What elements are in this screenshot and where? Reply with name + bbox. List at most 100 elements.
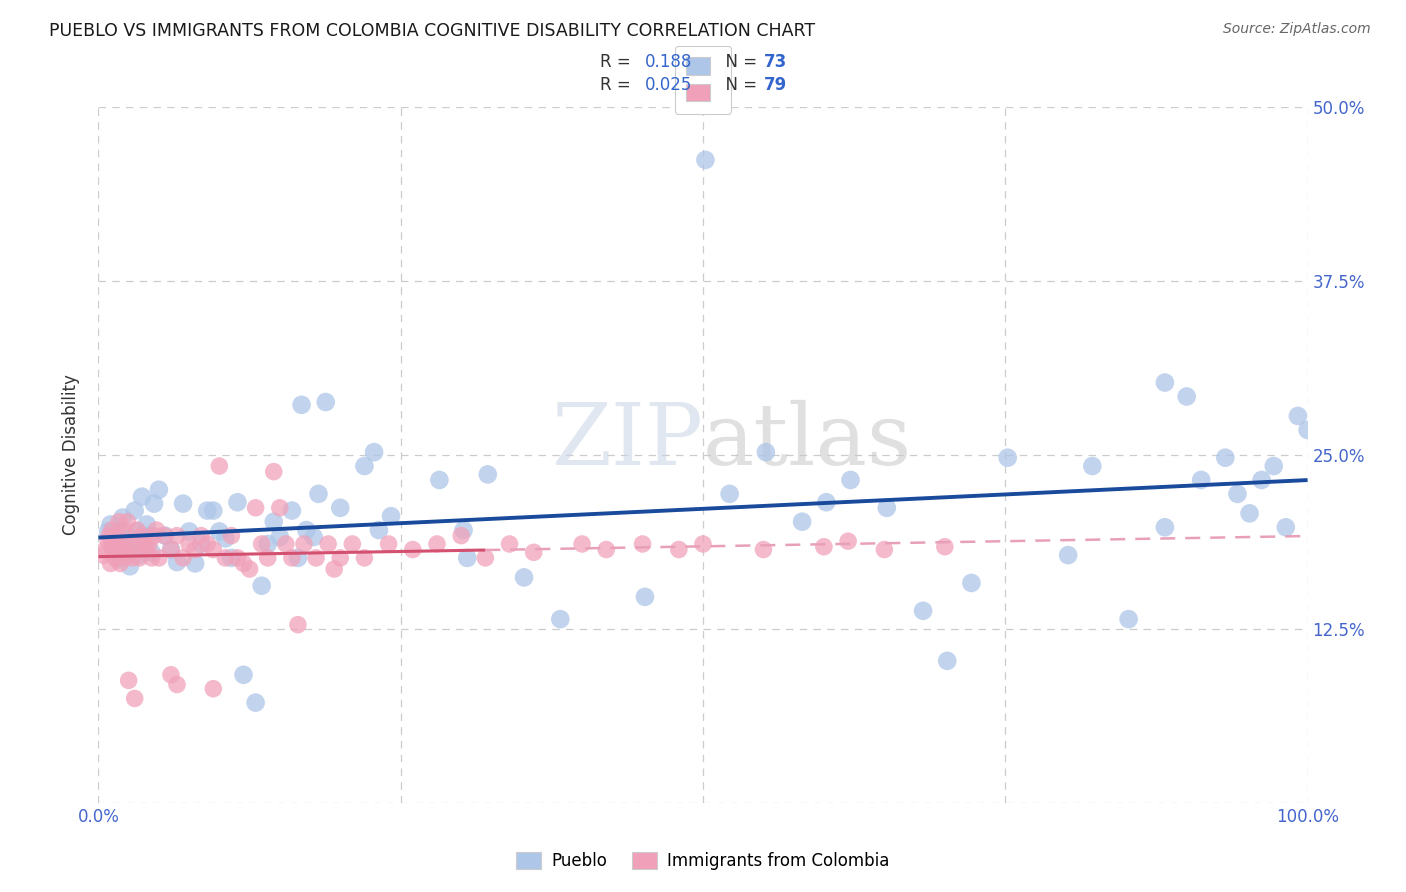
- Point: [148, 550, 170, 565]
- Point: [124, 503, 146, 517]
- Point: [323, 562, 346, 576]
- Point: [287, 550, 309, 565]
- Point: [429, 473, 451, 487]
- Point: [1215, 450, 1237, 465]
- Text: N =: N =: [716, 76, 762, 94]
- Point: [195, 503, 218, 517]
- Point: [108, 557, 131, 571]
- Point: [302, 530, 325, 544]
- Point: [124, 537, 146, 551]
- Point: [135, 517, 157, 532]
- Point: [1239, 507, 1261, 521]
- Point: [571, 537, 593, 551]
- Point: [221, 550, 243, 565]
- Point: [934, 540, 956, 554]
- Point: [269, 500, 291, 515]
- Point: [131, 490, 153, 504]
- Point: [815, 495, 838, 509]
- Point: [118, 559, 141, 574]
- Point: [208, 458, 231, 473]
- Point: [107, 552, 129, 566]
- Point: [363, 445, 385, 459]
- Point: [837, 534, 859, 549]
- Text: R =: R =: [600, 76, 641, 94]
- Point: [97, 534, 120, 549]
- Point: [110, 542, 132, 557]
- Point: [876, 500, 898, 515]
- Point: [250, 579, 273, 593]
- Point: [281, 550, 304, 565]
- Text: 79: 79: [763, 76, 787, 94]
- Point: [269, 530, 291, 544]
- Point: [105, 537, 128, 551]
- Point: [1081, 458, 1104, 473]
- Point: [153, 528, 176, 542]
- Point: [305, 550, 328, 565]
- Point: [111, 537, 134, 551]
- Point: [138, 528, 160, 542]
- Text: 0.188: 0.188: [645, 53, 692, 70]
- Point: [118, 673, 141, 688]
- Point: [1263, 458, 1285, 473]
- Point: [295, 523, 318, 537]
- Point: [426, 537, 449, 551]
- Point: [143, 497, 166, 511]
- Point: [668, 542, 690, 557]
- Point: [290, 398, 312, 412]
- Point: [353, 550, 375, 565]
- Point: [245, 696, 267, 710]
- Point: [695, 153, 717, 167]
- Point: [792, 515, 814, 529]
- Point: [108, 515, 131, 529]
- Point: [1154, 520, 1177, 534]
- Point: [263, 515, 285, 529]
- Point: [202, 681, 225, 696]
- Point: [111, 510, 134, 524]
- Legend: Pueblo, Immigrants from Colombia: Pueblo, Immigrants from Colombia: [510, 845, 896, 877]
- Point: [148, 483, 170, 497]
- Point: [179, 524, 201, 539]
- Point: [97, 524, 120, 539]
- Point: [1250, 473, 1272, 487]
- Point: [214, 532, 236, 546]
- Point: [453, 523, 475, 537]
- Point: [329, 550, 352, 565]
- Point: [1057, 548, 1080, 562]
- Point: [100, 523, 122, 537]
- Point: [550, 612, 572, 626]
- Point: [208, 524, 231, 539]
- Point: [166, 528, 188, 542]
- Text: 0.025: 0.025: [645, 76, 692, 94]
- Point: [308, 487, 330, 501]
- Legend: , : ,: [675, 45, 731, 114]
- Point: [232, 667, 254, 681]
- Point: [143, 528, 166, 542]
- Point: [127, 523, 149, 537]
- Point: [245, 500, 267, 515]
- Point: [263, 465, 285, 479]
- Point: [402, 542, 425, 557]
- Point: [179, 537, 201, 551]
- Point: [342, 537, 364, 551]
- Point: [256, 537, 278, 551]
- Text: 73: 73: [763, 53, 787, 70]
- Point: [118, 537, 141, 551]
- Point: [232, 557, 254, 571]
- Point: [108, 524, 131, 539]
- Point: [134, 537, 156, 551]
- Point: [190, 528, 212, 542]
- Point: [912, 604, 935, 618]
- Point: [131, 528, 153, 542]
- Text: R =: R =: [600, 53, 641, 70]
- Point: [141, 550, 163, 565]
- Text: ZIP: ZIP: [551, 400, 703, 483]
- Point: [112, 523, 135, 537]
- Point: [195, 537, 218, 551]
- Point: [377, 537, 399, 551]
- Point: [172, 550, 194, 565]
- Point: [107, 528, 129, 542]
- Point: [166, 677, 188, 691]
- Point: [117, 545, 139, 559]
- Point: [190, 537, 212, 551]
- Point: [380, 509, 402, 524]
